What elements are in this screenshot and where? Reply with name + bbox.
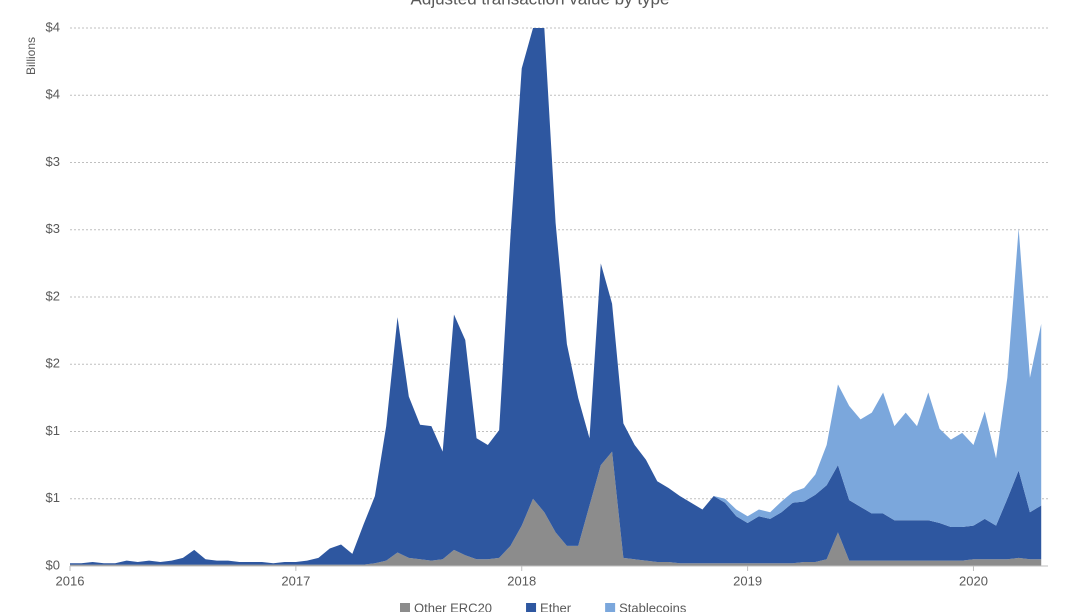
legend-swatch bbox=[400, 603, 410, 612]
legend-label: Stablecoins bbox=[619, 600, 687, 612]
y-tick-label: $4 bbox=[46, 19, 60, 34]
legend-swatch bbox=[526, 603, 537, 612]
y-tick-label: $4 bbox=[46, 87, 60, 102]
y-tick-label: $2 bbox=[46, 288, 60, 303]
legend-label: Ether bbox=[540, 600, 572, 612]
y-tick-label: $1 bbox=[46, 423, 60, 438]
area bbox=[70, 28, 1042, 565]
y-tick-label: $1 bbox=[46, 490, 60, 505]
area bbox=[70, 28, 1042, 564]
x-tick-label: 2016 bbox=[56, 573, 85, 588]
x-tick-label: 2018 bbox=[507, 573, 536, 588]
legend-swatch bbox=[605, 603, 616, 612]
plot-area bbox=[70, 27, 1048, 567]
chart-title: Adjusted transaction value by type bbox=[411, 0, 670, 8]
area bbox=[70, 451, 1042, 566]
legend-label: Other ERC20 bbox=[414, 600, 492, 612]
y-axis-label: Billions bbox=[24, 37, 38, 75]
x-tick-label: 2019 bbox=[733, 573, 762, 588]
x-tick-label: 2017 bbox=[281, 573, 310, 588]
y-tick-label: $2 bbox=[46, 356, 60, 371]
y-tick-label: $3 bbox=[46, 154, 60, 169]
y-tick-label: $0 bbox=[46, 557, 60, 572]
x-tick-label: 2020 bbox=[959, 573, 988, 588]
y-tick-label: $3 bbox=[46, 221, 60, 236]
